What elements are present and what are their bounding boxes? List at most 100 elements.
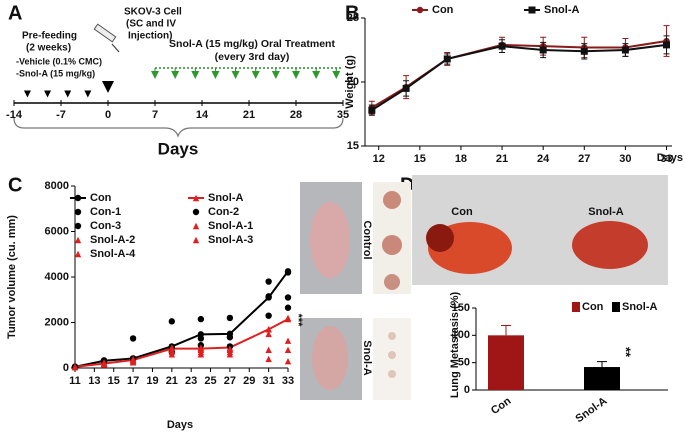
error-bar [501,324,511,336]
treatment-text: Snol-A (15 mg/kg) Oral Treatment [169,38,335,50]
x-tick-label: 12 [373,153,385,165]
x-tick-label: 19 [146,375,158,387]
legend-marker [612,302,620,312]
tick-label: 35 [337,109,349,121]
y-tick-label: 0 [63,362,69,374]
point [129,359,137,366]
point [284,269,292,276]
series-line [74,270,289,368]
x-tick-label: 25 [204,375,216,387]
x-tick-label: 15 [414,153,426,165]
point [226,314,234,322]
x-tick-label: 13 [88,375,100,387]
point [284,314,292,322]
x-tick-label: 17 [127,375,139,387]
bar [584,367,620,390]
panel-label: B [345,2,359,24]
point [265,346,272,353]
x-axis-label: Days [167,419,193,431]
point [265,326,272,333]
x-tick-label: 21 [166,375,178,387]
legend-marker [192,194,200,202]
point [129,355,137,363]
point [129,335,137,342]
x-axis-label: Days [657,152,683,164]
y-tick-label: 150 [452,302,470,314]
legend-label: Con [90,192,112,204]
injection-text: SKOV-3 Cell [124,7,182,18]
dose-marker [64,90,72,98]
legend-label: Snol-A [622,301,657,313]
point [197,315,205,323]
point [265,278,272,285]
annotation: ** [619,347,634,358]
photo-label: Snol-A [361,340,373,375]
legend-marker [74,208,82,216]
point [539,46,547,54]
legend-marker [74,250,82,258]
x-tick-label: 21 [496,153,508,165]
tumor [388,332,396,340]
tick-label: -7 [56,109,66,121]
point [580,47,588,55]
series-line [371,43,667,112]
panel-label: A [8,2,22,24]
x-tick-label: 33 [660,153,672,165]
legend-label: Con-2 [208,206,239,218]
injection-marker [102,81,114,93]
x-tick-label: 15 [108,375,120,387]
legend-marker [74,236,82,244]
legend-marker [192,222,200,230]
x-tick-label: Con [489,395,514,417]
point [284,294,292,301]
legend-label: Snol-A-3 [208,234,253,246]
point [265,312,272,319]
point [168,351,176,358]
injection-text: Injection) [128,31,172,42]
tick-label: 21 [243,109,255,121]
point [226,334,234,341]
photo-label: Snol-A [588,206,623,218]
x-tick-label: 31 [263,375,275,387]
mouse [312,326,348,390]
tumor [384,274,400,290]
dose-marker [44,90,52,98]
legend-marker [528,6,536,14]
legend-label: Snol-A [544,4,579,16]
panel-label: C [8,174,22,196]
legend-marker [572,302,580,312]
error-bar [597,361,607,368]
tick-label: 0 [105,109,111,121]
tumor [388,370,396,378]
x-tick-label: 11 [69,375,81,387]
tick-label: 28 [290,109,302,121]
dose-marker [151,71,159,79]
prefeed-text: Pre-feeding [22,31,77,42]
point [402,84,410,92]
lung [572,221,648,269]
treatment-text: (every 3rd day) [215,51,290,63]
tick-label: -14 [6,109,23,121]
legend-label: Snol-A-4 [90,248,136,260]
photo-label: Control [361,220,373,259]
legend-label: Con [432,4,454,16]
point [100,359,108,366]
x-tick-label: 23 [185,375,197,387]
y-tick-label: 25 [347,12,359,24]
timeline-xlabel: Days [158,139,199,158]
y-tick-label: 15 [347,140,359,152]
dose-marker [292,71,300,79]
x-tick-label: 27 [578,153,590,165]
series-line [74,318,289,368]
point [265,293,272,300]
point [197,348,205,356]
point [226,351,234,358]
point [498,42,506,50]
point [663,41,671,49]
group-text: -Vehicle (0.1% CMC) [16,56,102,66]
tumor [426,224,454,252]
tick-label: 14 [196,109,209,121]
legend-marker [416,6,424,14]
tumor [383,191,401,209]
